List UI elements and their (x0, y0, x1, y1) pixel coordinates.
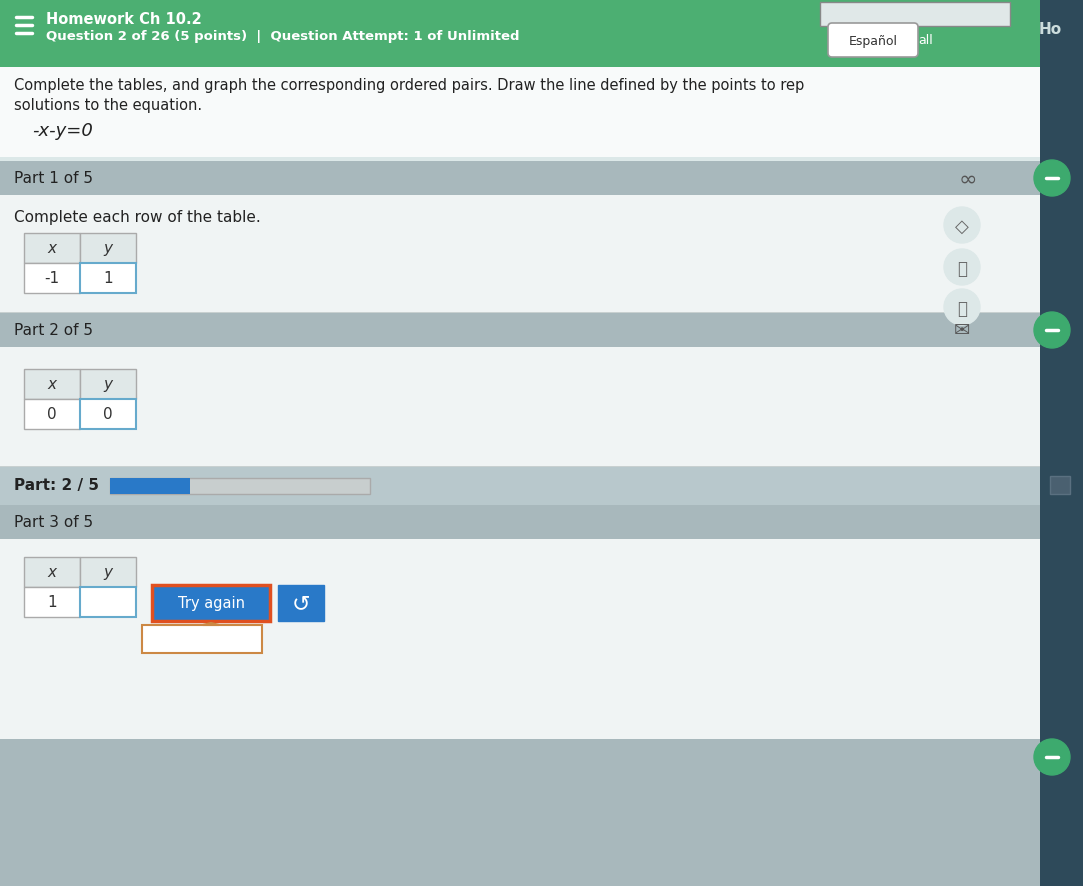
Text: -1: -1 (44, 271, 60, 286)
Bar (0, 196, 1040, 314)
Text: -x-y=0: -x-y=0 (32, 122, 93, 140)
Bar (80, 400, 136, 430)
Text: x: x (48, 241, 56, 256)
Circle shape (1034, 161, 1070, 197)
Text: x: x (48, 565, 56, 579)
Bar (0, 314, 1040, 347)
Circle shape (944, 250, 980, 285)
Text: ✉: ✉ (954, 321, 970, 339)
Text: 🖥: 🖥 (957, 299, 967, 318)
Bar (24, 264, 80, 293)
Text: all: all (918, 35, 932, 48)
Text: ∞: ∞ (958, 170, 977, 190)
Text: y: y (104, 377, 113, 392)
Bar (24, 557, 80, 587)
Bar (1040, 0, 1083, 886)
Text: 0: 0 (48, 407, 56, 422)
Text: Homework Ch 10.2: Homework Ch 10.2 (45, 12, 201, 27)
Bar (0, 466, 1040, 468)
Bar (80, 234, 136, 264)
Text: 1: 1 (48, 595, 56, 610)
Polygon shape (203, 623, 219, 626)
Text: Complete each row of the table.: Complete each row of the table. (14, 210, 261, 225)
FancyBboxPatch shape (828, 24, 918, 58)
Bar (0, 540, 1040, 739)
Bar (24, 400, 80, 430)
Text: Español: Español (848, 35, 898, 48)
Bar (24, 234, 80, 264)
Bar (110, 478, 190, 494)
Bar (820, 3, 1010, 27)
Circle shape (1034, 739, 1070, 775)
Bar (0, 68, 1040, 158)
Circle shape (1034, 313, 1070, 348)
Text: solutions to the equation.: solutions to the equation. (14, 97, 203, 113)
Bar (24, 587, 80, 618)
Circle shape (944, 207, 980, 244)
Circle shape (944, 290, 980, 326)
Bar (24, 369, 80, 400)
Bar (142, 626, 262, 653)
Text: Try again: Try again (178, 595, 245, 610)
Text: Part 3 of 5: Part 3 of 5 (14, 515, 93, 530)
Bar (0, 313, 1040, 314)
Bar (0, 0, 1040, 68)
Bar (80, 369, 136, 400)
Text: Ho: Ho (1039, 22, 1061, 37)
Text: 1: 1 (103, 271, 113, 286)
Text: Part: 2 / 5: Part: 2 / 5 (14, 478, 99, 493)
Bar (0, 505, 1040, 540)
Bar (278, 586, 324, 621)
Bar (152, 586, 270, 621)
Text: ◇: ◇ (955, 218, 969, 236)
Bar (1051, 477, 1070, 494)
Bar (0, 468, 1040, 505)
Text: ↺: ↺ (291, 594, 311, 613)
Text: Part 1 of 5: Part 1 of 5 (14, 171, 93, 186)
Bar (80, 557, 136, 587)
Bar (80, 587, 136, 618)
Text: Part 2 of 5: Part 2 of 5 (14, 323, 93, 338)
Text: 📋: 📋 (957, 260, 967, 277)
Text: y: y (104, 565, 113, 579)
Text: Complete the tables, and graph the corresponding ordered pairs. Draw the line de: Complete the tables, and graph the corre… (14, 78, 805, 93)
Bar (0, 739, 1040, 886)
Bar (0, 162, 1040, 196)
Text: x: x (48, 377, 56, 392)
Text: y: y (104, 241, 113, 256)
Text: 0: 0 (103, 407, 113, 422)
Bar (0, 347, 1040, 468)
Text: Question 2 of 26 (5 points)  |  Question Attempt: 1 of Unlimited: Question 2 of 26 (5 points) | Question A… (45, 30, 520, 43)
Bar (110, 478, 370, 494)
Bar (80, 264, 136, 293)
